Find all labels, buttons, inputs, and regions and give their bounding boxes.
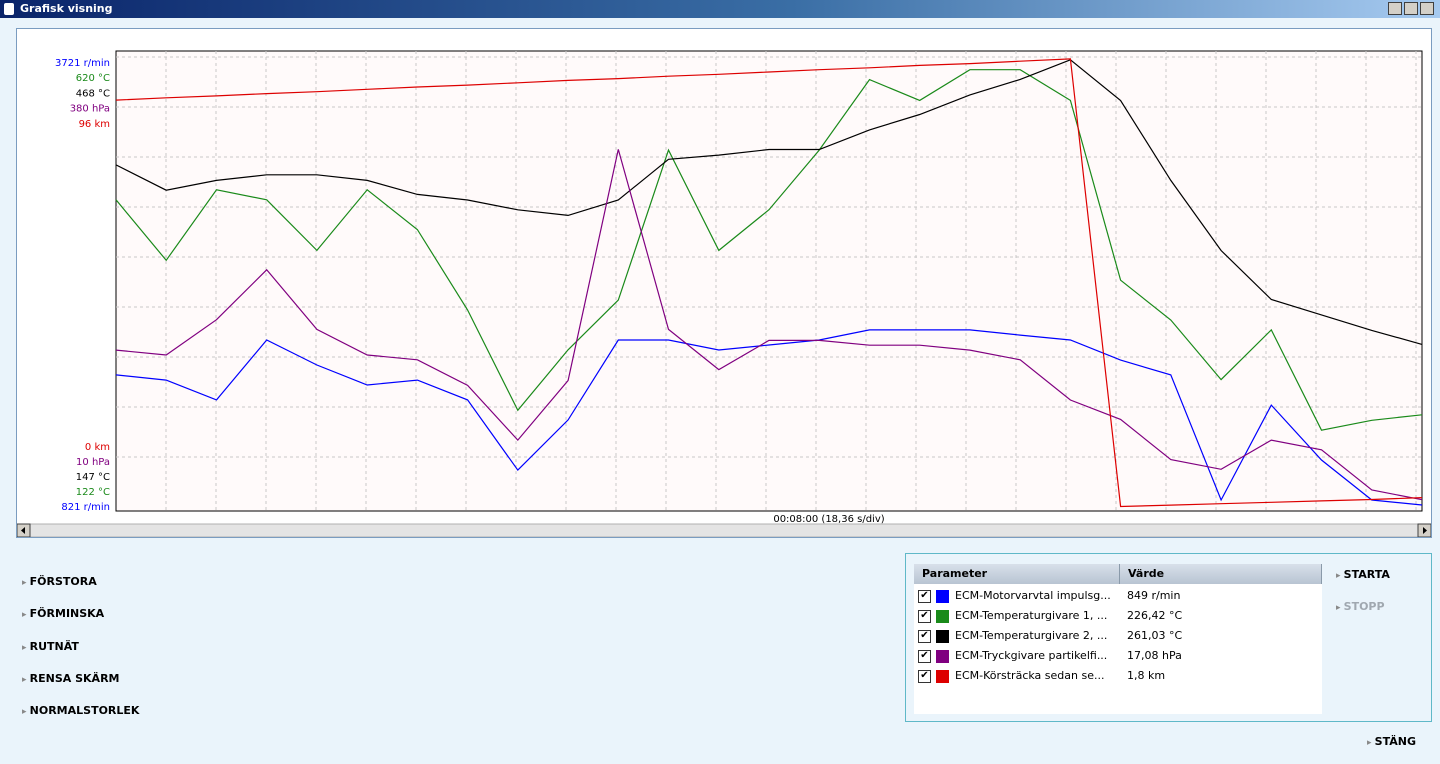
y-tick-label: 3721 r/min <box>55 58 110 69</box>
y-tick-label: 96 km <box>79 119 110 130</box>
side-button[interactable]: RENSA SKÄRM <box>22 672 120 685</box>
parameter-table: Parameter Värde ✔ ECM-Motorvarvtal impuls… <box>914 564 1322 714</box>
window-title: Grafisk visning <box>20 2 113 15</box>
parameter-name: ECM-Tryckgivare partikelfi... <box>955 649 1108 662</box>
color-swatch <box>936 630 949 643</box>
parameter-value: 17,08 hPa <box>1127 649 1182 662</box>
y-tick-label: 0 km <box>85 442 110 453</box>
y-tick-label: 10 hPa <box>76 457 110 468</box>
color-swatch <box>936 670 949 683</box>
parameter-name: ECM-Motorvarvtal impulsg... <box>955 589 1111 602</box>
app-icon <box>4 3 14 15</box>
arrow-icon <box>21 527 25 534</box>
color-swatch <box>936 610 949 623</box>
series-line <box>115 149 1423 501</box>
scrollbar-track <box>16 523 1432 538</box>
side-button[interactable]: NORMALSTORLEK <box>22 704 140 717</box>
chart: 3721 r/min 821 r/min 620 °C 122 °C 468 °C 147… <box>16 50 1432 538</box>
side-button[interactable]: FÖRSTORA <box>22 575 97 588</box>
side-button[interactable]: RUTNÄT <box>22 640 79 653</box>
table-row: ✔ ECM-Temperaturgivare 2, ... 261,03 °C <box>914 626 1322 646</box>
table-header: Värde <box>1120 564 1322 584</box>
parameter-name: ECM-Körsträcka sedan se... <box>955 669 1105 682</box>
arrow-icon <box>1423 527 1427 534</box>
series-line <box>115 329 1423 506</box>
parameter-name: ECM-Temperaturgivare 2, ... <box>955 629 1108 642</box>
title-bar: Grafisk visning <box>0 0 1440 18</box>
stop-button: STOPP <box>1336 600 1385 613</box>
close-button[interactable]: STÄNG <box>1367 735 1416 748</box>
start-button[interactable]: STARTA <box>1336 568 1390 581</box>
parameter-value: 1,8 km <box>1127 669 1166 682</box>
parameter-box: Parameter Värde ✔ ECM-Motorvarvtal impuls… <box>905 553 1432 722</box>
close-window-button[interactable] <box>1420 2 1434 15</box>
y-tick-label: 380 hPa <box>70 104 110 115</box>
series-line <box>115 69 1423 431</box>
minimize-button[interactable] <box>1388 2 1402 15</box>
table-row: ✔ ECM-Temperaturgivare 1, ... 226,42 °C <box>914 606 1322 626</box>
color-swatch <box>936 650 949 663</box>
checkbox[interactable]: ✔ <box>918 610 931 623</box>
x-axis-label: 00:08:00 (18,36 s/div) <box>773 514 884 525</box>
y-tick-label: 620 °C <box>76 73 110 84</box>
checkbox[interactable]: ✔ <box>918 590 931 603</box>
table-header: Parameter <box>914 564 1120 584</box>
side-button[interactable]: FÖRMINSKA <box>22 607 105 620</box>
y-tick-label: 122 °C <box>76 487 110 498</box>
y-tick-label: 468 °C <box>76 88 110 99</box>
series-line <box>115 59 1423 345</box>
checkbox[interactable]: ✔ <box>918 630 931 643</box>
parameter-value: 261,03 °C <box>1127 629 1183 642</box>
table-row: ✔ ECM-Tryckgivare partikelfi... 17,08 hPa <box>914 646 1322 666</box>
table-row: ✔ ECM-Körsträcka sedan se... 1,8 km <box>914 666 1322 686</box>
plot-area <box>115 50 1423 512</box>
parameter-value: 226,42 °C <box>1127 609 1183 622</box>
maximize-button[interactable] <box>1404 2 1418 15</box>
series-line <box>115 58 1423 508</box>
checkbox[interactable]: ✔ <box>918 650 931 663</box>
checkbox[interactable]: ✔ <box>918 670 931 683</box>
parameter-value: 849 r/min <box>1127 589 1181 602</box>
chart-panel: 3721 r/min 821 r/min 620 °C 122 °C 468 °C 147… <box>16 28 1432 538</box>
table-row: ✔ ECM-Motorvarvtal impulsg... 849 r/min <box>914 586 1322 606</box>
y-tick-label: 821 r/min <box>61 502 110 513</box>
parameter-name: ECM-Temperaturgivare 1, ... <box>955 609 1108 622</box>
color-swatch <box>936 590 949 603</box>
y-tick-label: 147 °C <box>76 472 110 483</box>
